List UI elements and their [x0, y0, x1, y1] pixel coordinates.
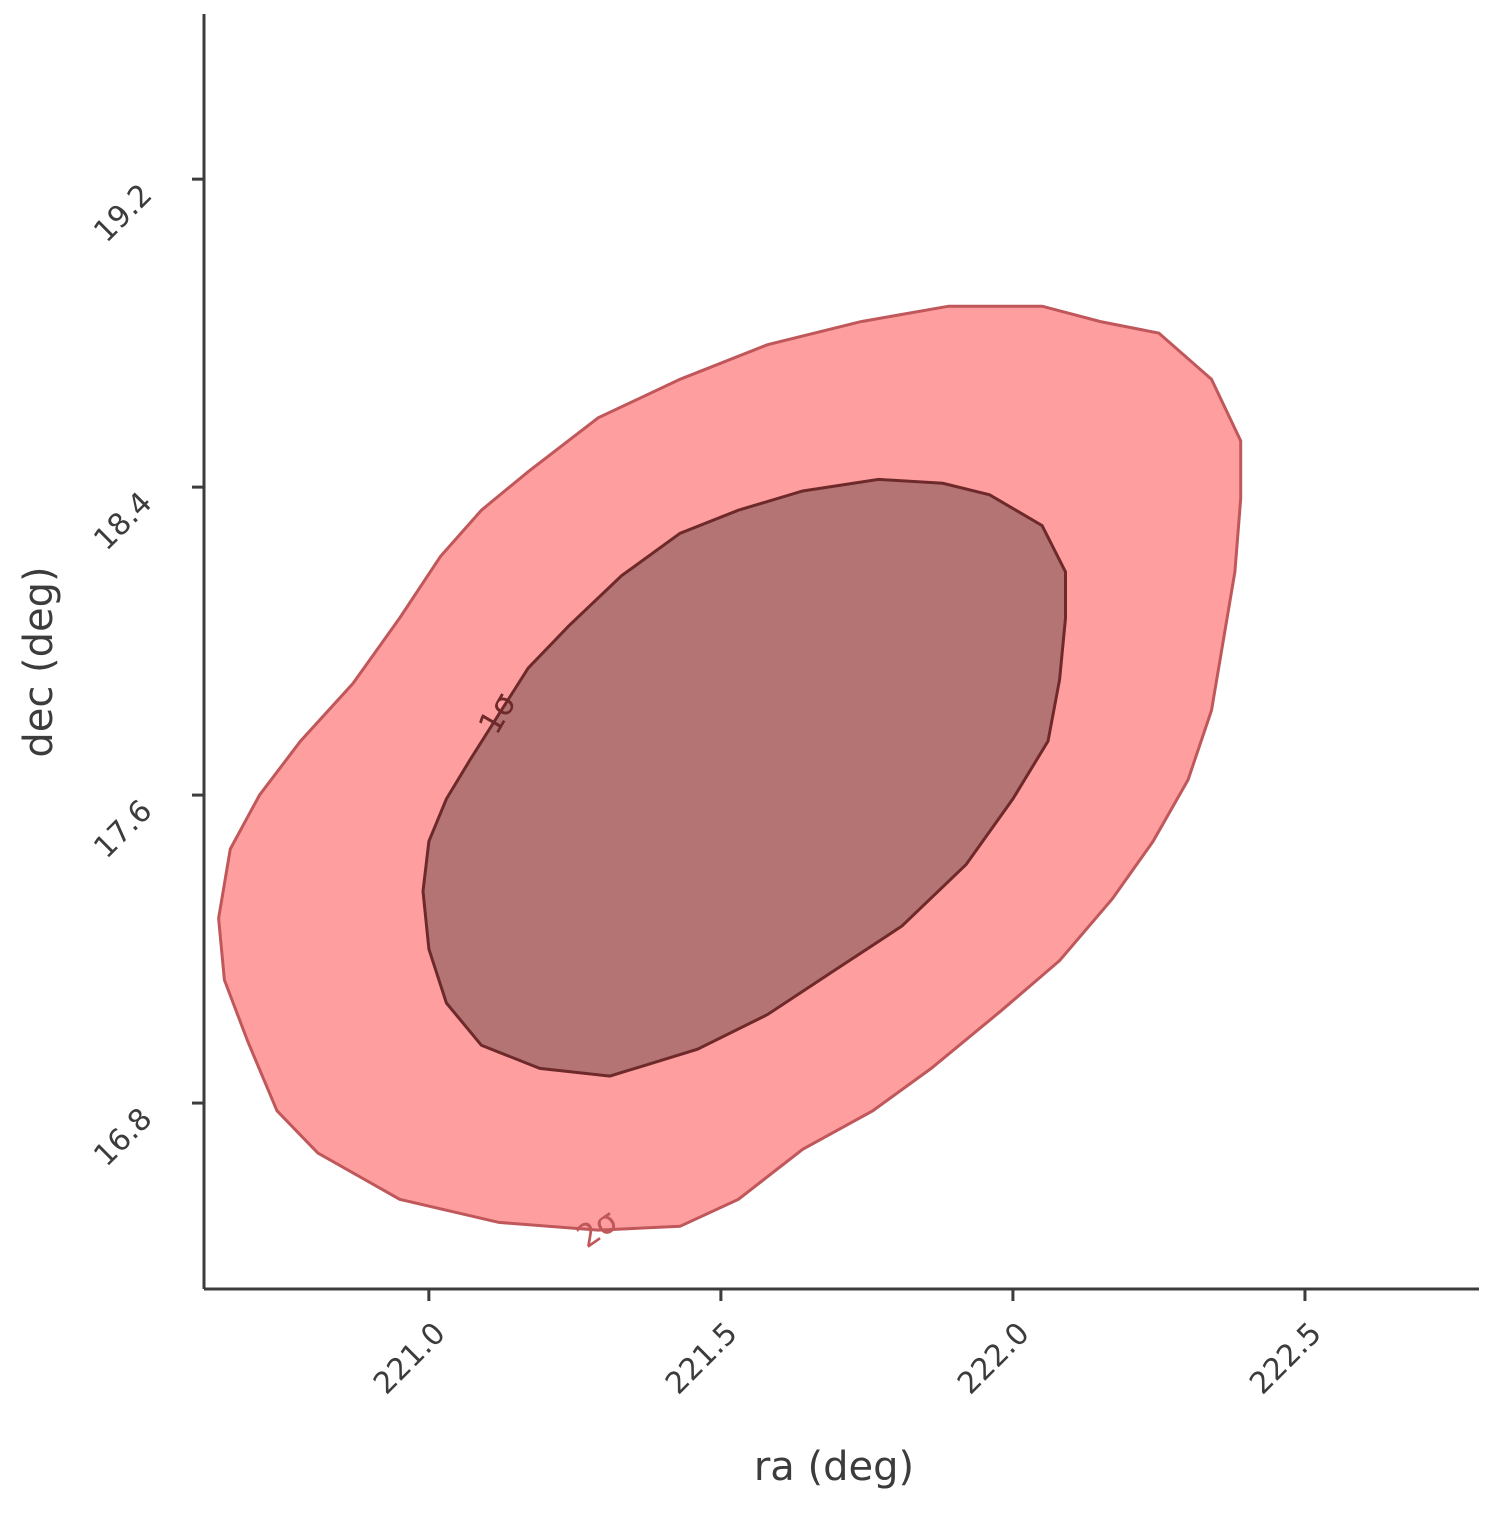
contour-region: [421, 477, 1067, 1078]
y-tick-label: 19.2: [87, 177, 159, 249]
y-tick-label: 16.8: [87, 1101, 159, 1173]
x-tick-label: 222.0: [951, 1316, 1036, 1401]
x-tick-label: 221.5: [659, 1316, 744, 1401]
y-axis-label: dec (deg): [16, 566, 62, 757]
x-tick-label: 222.5: [1243, 1316, 1328, 1401]
x-tick-label: 221.0: [367, 1316, 452, 1401]
y-tick-label: 17.6: [87, 793, 159, 865]
y-tick-label: 18.4: [87, 485, 159, 557]
x-axis-label: ra (deg): [754, 1444, 914, 1490]
